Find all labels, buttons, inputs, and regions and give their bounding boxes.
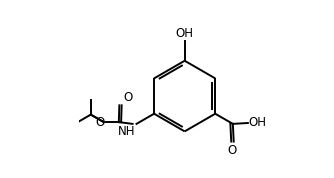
Text: OH: OH <box>249 116 267 130</box>
Text: OH: OH <box>176 27 194 40</box>
Text: O: O <box>123 91 132 104</box>
Text: NH: NH <box>118 125 136 138</box>
Text: O: O <box>228 144 237 157</box>
Text: O: O <box>96 116 105 129</box>
